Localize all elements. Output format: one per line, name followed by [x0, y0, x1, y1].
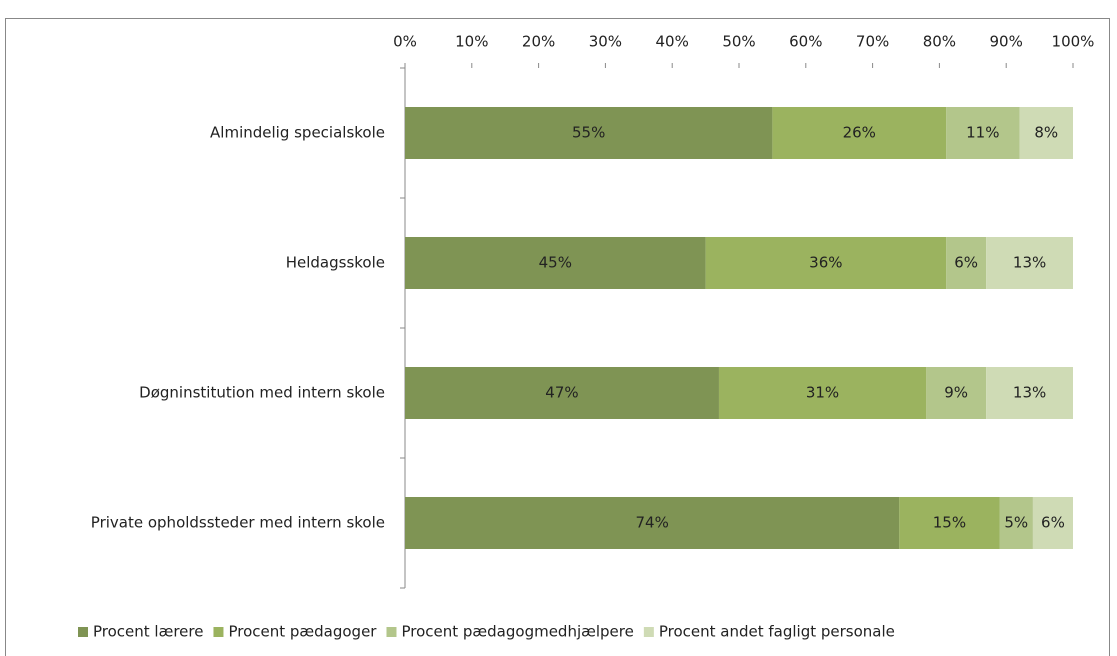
x-tick-label: 90% [990, 33, 1023, 51]
x-tick-label: 80% [923, 33, 956, 51]
x-tick-label: 40% [656, 33, 689, 51]
legend-swatch [386, 627, 397, 637]
bar-segment [946, 237, 987, 289]
bar-segment [405, 367, 719, 419]
data-label: 47% [545, 384, 578, 402]
bar-segment [705, 237, 947, 289]
legend-label: Procent pædagogmedhjælpere [401, 623, 633, 641]
legend-label: Procent lærere [93, 623, 203, 641]
bar-segment [1032, 497, 1073, 549]
bar-segment [986, 367, 1073, 419]
bar-segment [999, 497, 1033, 549]
bar-segment [899, 497, 1000, 549]
y-tick-label: Almindelig specialskole [210, 124, 385, 142]
data-label: 26% [843, 124, 876, 142]
data-label: 5% [1004, 514, 1028, 532]
data-label: 6% [954, 254, 978, 272]
bar-segment [405, 497, 900, 549]
legend-swatch [643, 627, 654, 637]
data-label: 31% [806, 384, 839, 402]
bar-segment [1019, 107, 1073, 159]
x-tick-label: 100% [1052, 33, 1095, 51]
data-label: 13% [1013, 254, 1046, 272]
y-tick-label: Døgninstitution med intern skole [139, 384, 385, 402]
data-label: 36% [809, 254, 842, 272]
x-tick-label: 30% [589, 33, 622, 51]
data-label: 15% [933, 514, 966, 532]
y-tick-label: Heldagsskole [286, 254, 385, 272]
bar-segment [772, 107, 947, 159]
data-label: 55% [572, 124, 605, 142]
x-tick-label: 70% [856, 33, 889, 51]
data-label: 6% [1041, 514, 1065, 532]
y-tick-label: Private opholdssteder med intern skole [91, 514, 385, 532]
data-label: 74% [635, 514, 668, 532]
bar-segment [926, 367, 987, 419]
x-tick-label: 20% [522, 33, 555, 51]
data-label: 9% [944, 384, 968, 402]
x-tick-label: 0% [393, 33, 417, 51]
bar-segment [405, 237, 706, 289]
legend-swatch [78, 627, 88, 637]
data-label: 8% [1034, 124, 1058, 142]
bar-segment [986, 237, 1073, 289]
data-label: 13% [1013, 384, 1046, 402]
bar-segment [718, 367, 927, 419]
bar-segment [405, 107, 773, 159]
legend-label: Procent andet fagligt personale [659, 623, 895, 641]
legend-swatch [213, 627, 224, 637]
x-tick-label: 60% [789, 33, 822, 51]
legend-label: Procent pædagoger [228, 623, 377, 641]
x-tick-label: 10% [455, 33, 488, 51]
bar-segment [946, 107, 1020, 159]
x-tick-label: 50% [722, 33, 755, 51]
data-label: 45% [539, 254, 572, 272]
data-label: 11% [966, 124, 999, 142]
